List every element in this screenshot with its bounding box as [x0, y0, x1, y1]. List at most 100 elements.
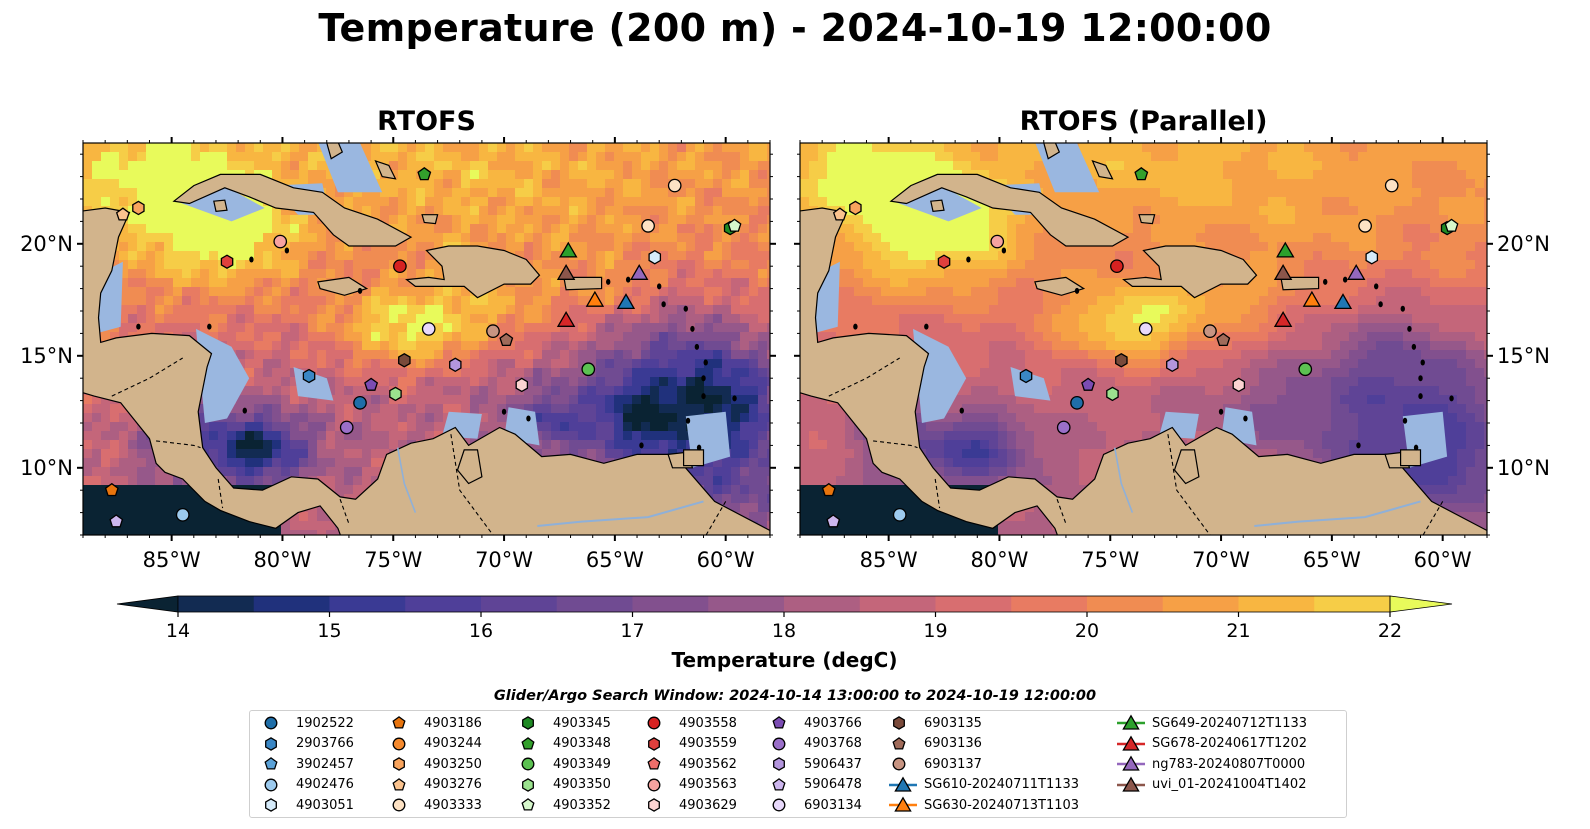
- lon-tick-label: 75°W: [364, 548, 422, 572]
- colorbar-tick-label: 22: [1378, 620, 1402, 642]
- argo-float-5906478: [109, 514, 124, 528]
- argo-float-4903352: [727, 218, 742, 232]
- legend-marker: [892, 736, 906, 750]
- argo-float-4903333: [667, 178, 682, 193]
- lat-tick-label: 20°N: [1497, 232, 1550, 256]
- legend-label: 2903766: [296, 736, 354, 752]
- argo-symbol: [522, 716, 534, 730]
- legend-item: 1902522: [260, 713, 354, 733]
- colorbar-level: [784, 596, 861, 612]
- argo-symbol: [264, 716, 278, 730]
- argo-float-4903629: [515, 377, 529, 393]
- legend-label: SG610-20240711T1133: [924, 777, 1080, 793]
- argo-float-4903333: [641, 219, 655, 233]
- colorbar-tick-label: 16: [469, 620, 493, 642]
- argo-float-4903768: [339, 420, 354, 435]
- lat-tick-label: 10°N: [20, 456, 73, 480]
- glider-ng783-20240807T0000: [630, 263, 649, 280]
- legend-label: 5906478: [804, 777, 862, 793]
- colorbar-extend-high: [1389, 595, 1453, 613]
- map-axes-rtofs: 85°W 80°W 75°W 70°W 65°W 60°W 10°N 15°N 20°N: [20, 137, 776, 572]
- colorbar-level: [1314, 596, 1391, 612]
- argo-symbol: [772, 716, 786, 729]
- lon-tick-label: 60°W: [1414, 548, 1472, 572]
- argo-float-4903563: [273, 234, 288, 249]
- legend-label: 6903136: [924, 736, 982, 752]
- argo-float-6903136: [1216, 332, 1231, 347]
- legend-item: 4903333: [388, 795, 482, 815]
- legend-marker: [648, 736, 660, 751]
- glider-symbol: [1117, 735, 1145, 751]
- lat-tick-label: 15°N: [1497, 344, 1550, 368]
- legend-label: 4903250: [424, 756, 482, 772]
- argo-symbol: [772, 798, 786, 812]
- legend-item: 4902476: [260, 775, 354, 795]
- argo-symbol: [648, 736, 660, 751]
- lon-tick-label: 65°W: [1303, 548, 1361, 572]
- argo-float-4903352: [1444, 218, 1459, 232]
- glider-symbol: [1117, 776, 1145, 792]
- legend-marker: [647, 716, 661, 730]
- legend-label: 4903244: [424, 736, 482, 752]
- glider-SG630-20240713T1103: [1302, 290, 1322, 307]
- legend-marker: [392, 777, 406, 791]
- legend-item: 4903276: [388, 775, 482, 795]
- legend-marker: [647, 778, 661, 792]
- legend-marker: [392, 798, 406, 812]
- lon-tick-label: 70°W: [475, 548, 533, 572]
- legend-marker: [392, 737, 406, 751]
- legend-label: 4903562: [679, 756, 737, 772]
- argo-symbol: [772, 737, 786, 751]
- legend-marker: [264, 757, 278, 770]
- legend-marker: [772, 737, 786, 751]
- legend-label: 4903768: [804, 736, 862, 752]
- legend-item: 4903629: [643, 795, 737, 815]
- legend: 1902522 2903766 3902457 4902476 4903051 49031…: [249, 710, 1347, 818]
- lon-tick-label: 70°W: [1192, 548, 1250, 572]
- legend-marker: [772, 716, 786, 729]
- argo-symbol: [392, 798, 406, 812]
- argo-symbol: [772, 777, 786, 791]
- colorbar-level: [556, 596, 633, 612]
- argo-float-4903350: [389, 386, 402, 402]
- glider-symbol: [889, 776, 917, 792]
- legend-label: 1902522: [296, 715, 354, 731]
- legend-item: 4903250: [388, 754, 482, 774]
- colorbar-level: [1162, 596, 1239, 612]
- argo-symbol: [521, 757, 535, 771]
- legend-label: 4903345: [553, 715, 611, 731]
- argo-float-4903766: [364, 377, 379, 391]
- legend-item: 4903559: [643, 734, 737, 754]
- colorbar-level: [1011, 596, 1088, 612]
- legend-label: 4903766: [804, 715, 862, 731]
- legend-marker: [893, 716, 905, 730]
- glider-SG678-20240617T1202: [1273, 311, 1293, 327]
- panel-title-right: RTOFS (Parallel): [1019, 106, 1268, 137]
- map-axes-rtofs-parallel: 85°W 80°W 75°W 70°W 65°W 60°W 10°N 15°N 20°N: [794, 137, 1550, 572]
- colorbar-tick-label: 20: [1075, 620, 1099, 642]
- colorbar-tick-label: 18: [772, 620, 796, 642]
- legend-item: 4903349: [517, 754, 611, 774]
- legend-item: 3902457: [260, 754, 354, 774]
- glider-SG678-20240617T1202: [556, 311, 576, 327]
- glider-symbol: [889, 796, 917, 813]
- argo-float-4903348: [417, 166, 432, 181]
- land-and-shelf-rtofs-parallel: [800, 143, 1487, 535]
- legend-item: 4903352: [517, 795, 611, 815]
- legend-label: SG630-20240713T1103: [924, 797, 1080, 813]
- colorbar-level: [935, 596, 1012, 612]
- argo-float-4903559: [937, 254, 951, 269]
- legend-item: 4903244: [388, 734, 482, 754]
- legend-item: 4903558: [643, 713, 737, 733]
- argo-float-6903134: [421, 322, 436, 336]
- legend-marker: [392, 716, 406, 729]
- legend-label: 6903137: [924, 756, 982, 772]
- colorbar-level: [708, 596, 785, 612]
- legend-item: 4903563: [643, 775, 737, 795]
- lon-tick-label: 85°W: [860, 548, 918, 572]
- legend-label: 5906437: [804, 756, 862, 772]
- legend-item: 4903350: [517, 775, 611, 795]
- legend-label: SG678-20240617T1202: [1152, 736, 1308, 752]
- argo-symbol: [892, 736, 906, 750]
